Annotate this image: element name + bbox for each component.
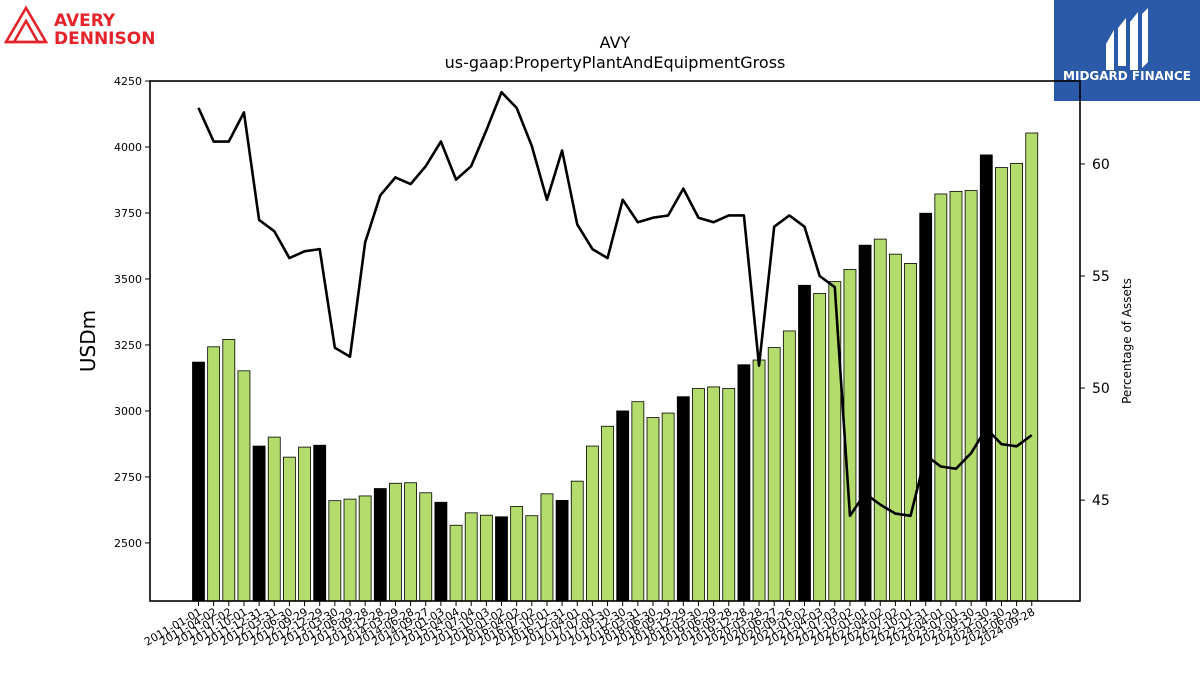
bar [358, 495, 372, 602]
bar [889, 253, 902, 602]
bar [298, 446, 311, 602]
bar [192, 361, 205, 602]
bar [282, 456, 296, 602]
bar [964, 190, 978, 602]
bar [934, 193, 948, 602]
bar [328, 500, 342, 602]
bar [661, 412, 675, 602]
bar [540, 493, 554, 602]
bar [479, 514, 493, 602]
bar [631, 401, 645, 602]
y-tick-label: 3250 [114, 339, 142, 352]
bar [343, 498, 357, 602]
y-tick-label: 2750 [114, 471, 142, 484]
bar [798, 284, 811, 602]
bar [434, 501, 448, 602]
midgard-finance-badge: MIDGARD FINANCE [1054, 0, 1200, 101]
y-tick-label: 3000 [114, 405, 142, 418]
bar [570, 480, 584, 602]
bar [267, 436, 281, 602]
bar [752, 359, 766, 602]
bar [495, 516, 508, 602]
bar [449, 524, 463, 602]
bar [692, 388, 705, 602]
plot-frame [149, 80, 1081, 602]
y2-tick-label: 60 [1092, 157, 1110, 173]
bar [510, 506, 524, 602]
bar [404, 482, 418, 602]
bar [616, 410, 630, 602]
bar [222, 339, 236, 602]
bar [676, 396, 690, 602]
bar [555, 500, 569, 602]
bar [995, 167, 1008, 602]
bar [389, 482, 402, 602]
bar [828, 281, 842, 602]
bar [722, 388, 736, 602]
logo-mark-icon [4, 5, 49, 44]
chart-title: AVY [600, 33, 631, 52]
y2-tick-label: 55 [1092, 269, 1110, 285]
bar [873, 238, 887, 602]
chart-subtitle: us-gaap:PropertyPlantAndEquipmentGross [445, 53, 786, 72]
bar [373, 488, 387, 602]
bar [1010, 162, 1023, 602]
bar [767, 347, 781, 602]
bar [813, 293, 827, 602]
bar [419, 492, 433, 602]
bar [525, 515, 539, 602]
y2-tick-label: 50 [1092, 381, 1110, 397]
plot-area: 2500 2750 3000 3250 3500 3750 4000 4250 45 50 55 60… [114, 75, 1110, 649]
bar [1025, 132, 1039, 602]
y-axis-label: USDm [76, 310, 100, 372]
bar [737, 364, 751, 602]
bar [949, 190, 963, 602]
bar [979, 154, 993, 602]
bar [313, 444, 327, 602]
y-tick-label: 4000 [114, 141, 142, 154]
bar [707, 386, 720, 602]
y2-axis-label: Percentage of Assets [1120, 278, 1134, 404]
logo-word-1: AVERY [54, 11, 116, 31]
y-tick-label: 3750 [114, 207, 142, 220]
avery-dennison-logo: AVERY DENNISON [4, 5, 155, 48]
badge-label: MIDGARD FINANCE [1063, 69, 1191, 83]
y2-tick-label: 45 [1092, 493, 1110, 509]
percentage-line [197, 90, 1033, 518]
bar [601, 425, 614, 602]
bar [207, 346, 221, 602]
y-tick-label: 2500 [114, 537, 142, 550]
bar [586, 445, 599, 602]
bar [237, 370, 251, 602]
midgard-logo-icon: MIDGARD FINANCE [1063, 8, 1191, 83]
bar [464, 512, 478, 602]
bar [252, 445, 266, 602]
y-tick-label: 3500 [114, 273, 142, 286]
logo-word-2: DENNISON [54, 29, 155, 48]
bar [919, 212, 933, 602]
bar [904, 262, 917, 602]
bar [858, 244, 872, 602]
bar [782, 330, 796, 602]
y-tick-label: 4250 [114, 75, 142, 88]
bar [646, 417, 660, 602]
